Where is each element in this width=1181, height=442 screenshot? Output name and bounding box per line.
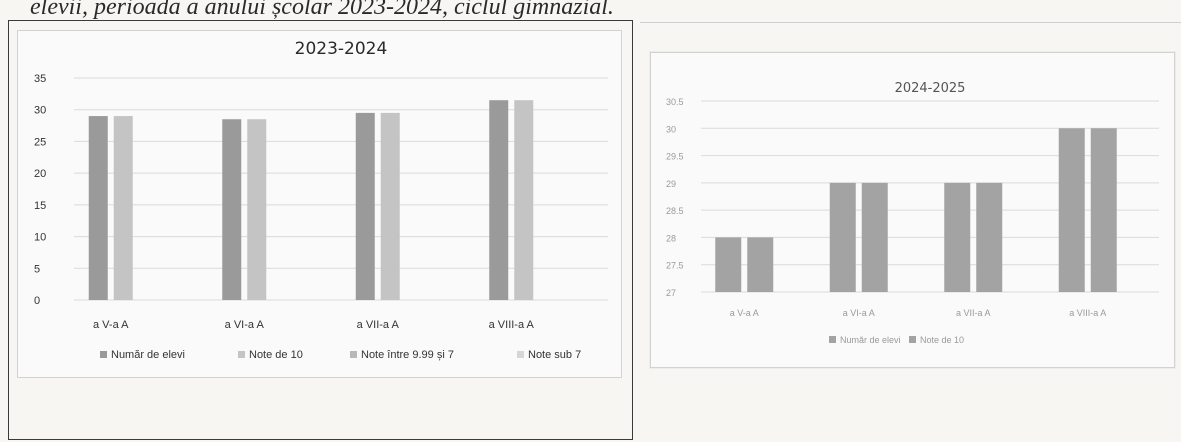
legend-label: Note sub 7 (528, 349, 581, 361)
legend-swatch (350, 351, 357, 358)
legend-swatch (100, 351, 107, 358)
y-tick-label: 28 (666, 233, 676, 243)
y-tick-label: 30 (34, 105, 46, 117)
chart-2023-2024: 2023-2024 0 5 10 15 20 25 30 35 a V-a A a VI-a A a … (17, 30, 622, 378)
legend-swatch (829, 336, 836, 343)
y-tick-label: 15 (34, 200, 46, 212)
chart-title: 2024-2025 (895, 81, 966, 96)
y-tick-label: 30 (666, 124, 676, 134)
right-chart-frame (640, 22, 1181, 442)
chart-title: 2023-2024 (295, 39, 388, 59)
x-tick-label: a V-a A (93, 319, 129, 331)
bar-0-0 (715, 237, 742, 292)
y-tick-label: 27 (666, 288, 676, 298)
legend-label: Număr de elevi (111, 349, 185, 361)
legend-label: Note de 10 (920, 335, 964, 345)
legend-swatch (517, 351, 524, 358)
x-tick-label: a VI-a A (225, 319, 265, 331)
x-tick-label: a VIII-a A (489, 319, 535, 331)
bar-1-0 (113, 116, 133, 300)
legend-swatch (238, 351, 245, 358)
legend-label: Note între 9.99 și 7 (361, 349, 454, 361)
y-tick-label: 0 (34, 295, 40, 307)
bar-1-2 (380, 112, 400, 300)
y-tick-label: 35 (34, 73, 46, 85)
x-tick-label: a VIII-a A (1069, 308, 1106, 318)
y-tick-label: 25 (34, 136, 46, 148)
y-tick-label: 10 (34, 232, 46, 244)
bar-0-2 (355, 112, 375, 300)
y-tick-label: 20 (34, 168, 46, 180)
bar-1-3 (1090, 128, 1117, 292)
x-tick-label: a VI-a A (843, 308, 875, 318)
chart-2024-2025: 2024-2025 27 27.5 28 28.5 29 29.5 30 30.5 a V-a A… (650, 52, 1175, 368)
bar-0-0 (88, 116, 108, 300)
chart-2023-2024-svg: 2023-2024 0 5 10 15 20 25 30 35 a V-a A a VI-a A a … (34, 39, 608, 361)
y-tick-label: 29.5 (666, 152, 684, 162)
bar-1-2 (976, 182, 1003, 292)
legend-label: Număr de elevi (840, 335, 901, 345)
chart-2024-2025-svg: 2024-2025 27 27.5 28 28.5 29 29.5 30 30.5 a V-a A… (666, 81, 1159, 345)
bar-1-0 (747, 237, 774, 292)
bar-0-2 (944, 182, 971, 292)
legend-swatch (909, 336, 916, 343)
bar-0-1 (829, 182, 856, 292)
y-tick-label: 30.5 (666, 97, 684, 107)
bar-0-3 (1058, 128, 1085, 292)
page-caption: elevii, perioada a anului școlar 2023-20… (30, 0, 614, 20)
y-tick-label: 27.5 (666, 261, 684, 271)
x-tick-label: a VII-a A (956, 308, 991, 318)
legend-label: Note de 10 (249, 349, 303, 361)
y-tick-label: 28.5 (666, 206, 684, 216)
bar-0-1 (222, 119, 242, 300)
bar-0-3 (489, 100, 509, 300)
y-tick-label: 5 (34, 263, 40, 275)
bar-1-1 (247, 119, 267, 300)
y-tick-label: 29 (666, 179, 676, 189)
bar-1-1 (861, 182, 888, 292)
bar-1-3 (514, 100, 534, 300)
x-tick-label: a VII-a A (357, 319, 400, 331)
x-tick-label: a V-a A (730, 308, 759, 318)
